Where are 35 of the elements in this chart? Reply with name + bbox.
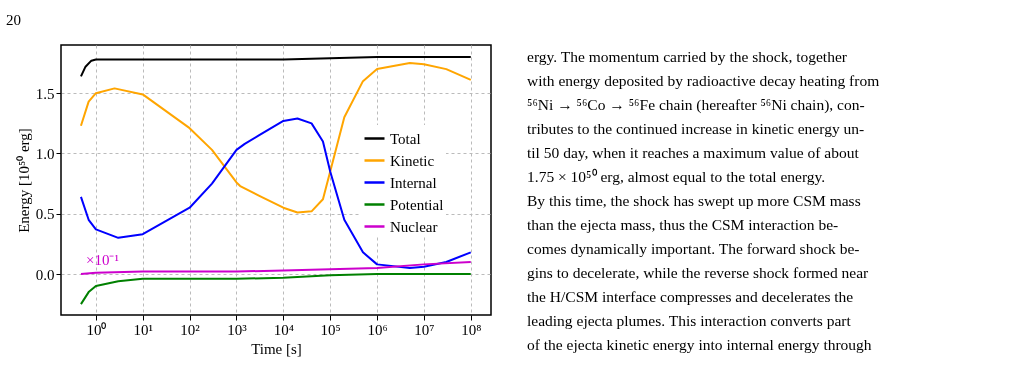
legend-label: Kinetic [390,152,435,169]
x-tick-label: 10¹ [133,321,154,338]
x-tick-label: 10⁸ [461,321,482,338]
x-tick-label: 10² [180,321,201,338]
text: the H/CSM interface compresses and decelerates the [527,288,854,305]
text: By this time, the shock has swept up more CSM mass [527,192,861,209]
x-tick-label: 10⁴ [273,321,294,338]
x-tick-label: 10⁵ [320,321,341,338]
y-tick-label: 0.0 [35,266,55,283]
legend-label: Potential [390,196,444,213]
text: tributes to the continued increase in kinetic energy un- [527,120,865,137]
text: leading ejecta plumes. This interaction converts part [527,312,852,329]
text: til 50 day, when it reaches a maximum value of about [527,144,860,161]
y-tick-label: 1.0 [35,145,55,162]
annotation: ×10⁻¹ [86,252,119,268]
y-axis-title: Energy [10⁵⁰ erg] [15,128,32,233]
text: comes dynamically important. The forward shock be- [527,240,860,257]
text: of the ejecta kinetic energy into internal energy through [527,336,872,353]
x-tick-label: 10³ [227,321,248,338]
y-tick-label: 1.5 [35,85,55,102]
text: 1.75 × 10⁵⁰ erg, almost equal to the total energy. [527,168,826,185]
x-tick-label: 10⁶ [367,321,388,338]
legend-label: Internal [390,174,437,191]
text: gins to decelerate, while the reverse shock formed near [527,264,870,281]
legend-label: Nuclear [390,218,438,235]
x-axis-title: Time [s] [251,340,302,357]
x-tick-label: 10⁰ [86,321,107,338]
text: with energy deposited by radioactive decay heating from [527,72,880,89]
x-tick-label: 10⁷ [414,321,435,338]
text: than the ejecta mass, thus the CSM interaction be- [527,216,839,233]
y-tick-label: 0.5 [35,206,55,223]
text: ⁵⁶Ni → ⁵⁶Co → ⁵⁶Fe chain (hereafter ⁵⁶Ni chain), con- [527,96,865,114]
legend-label: Total [390,130,421,147]
text: ergy. The momentum carried by the shock, together [527,48,848,65]
text: 20 [6,12,21,28]
